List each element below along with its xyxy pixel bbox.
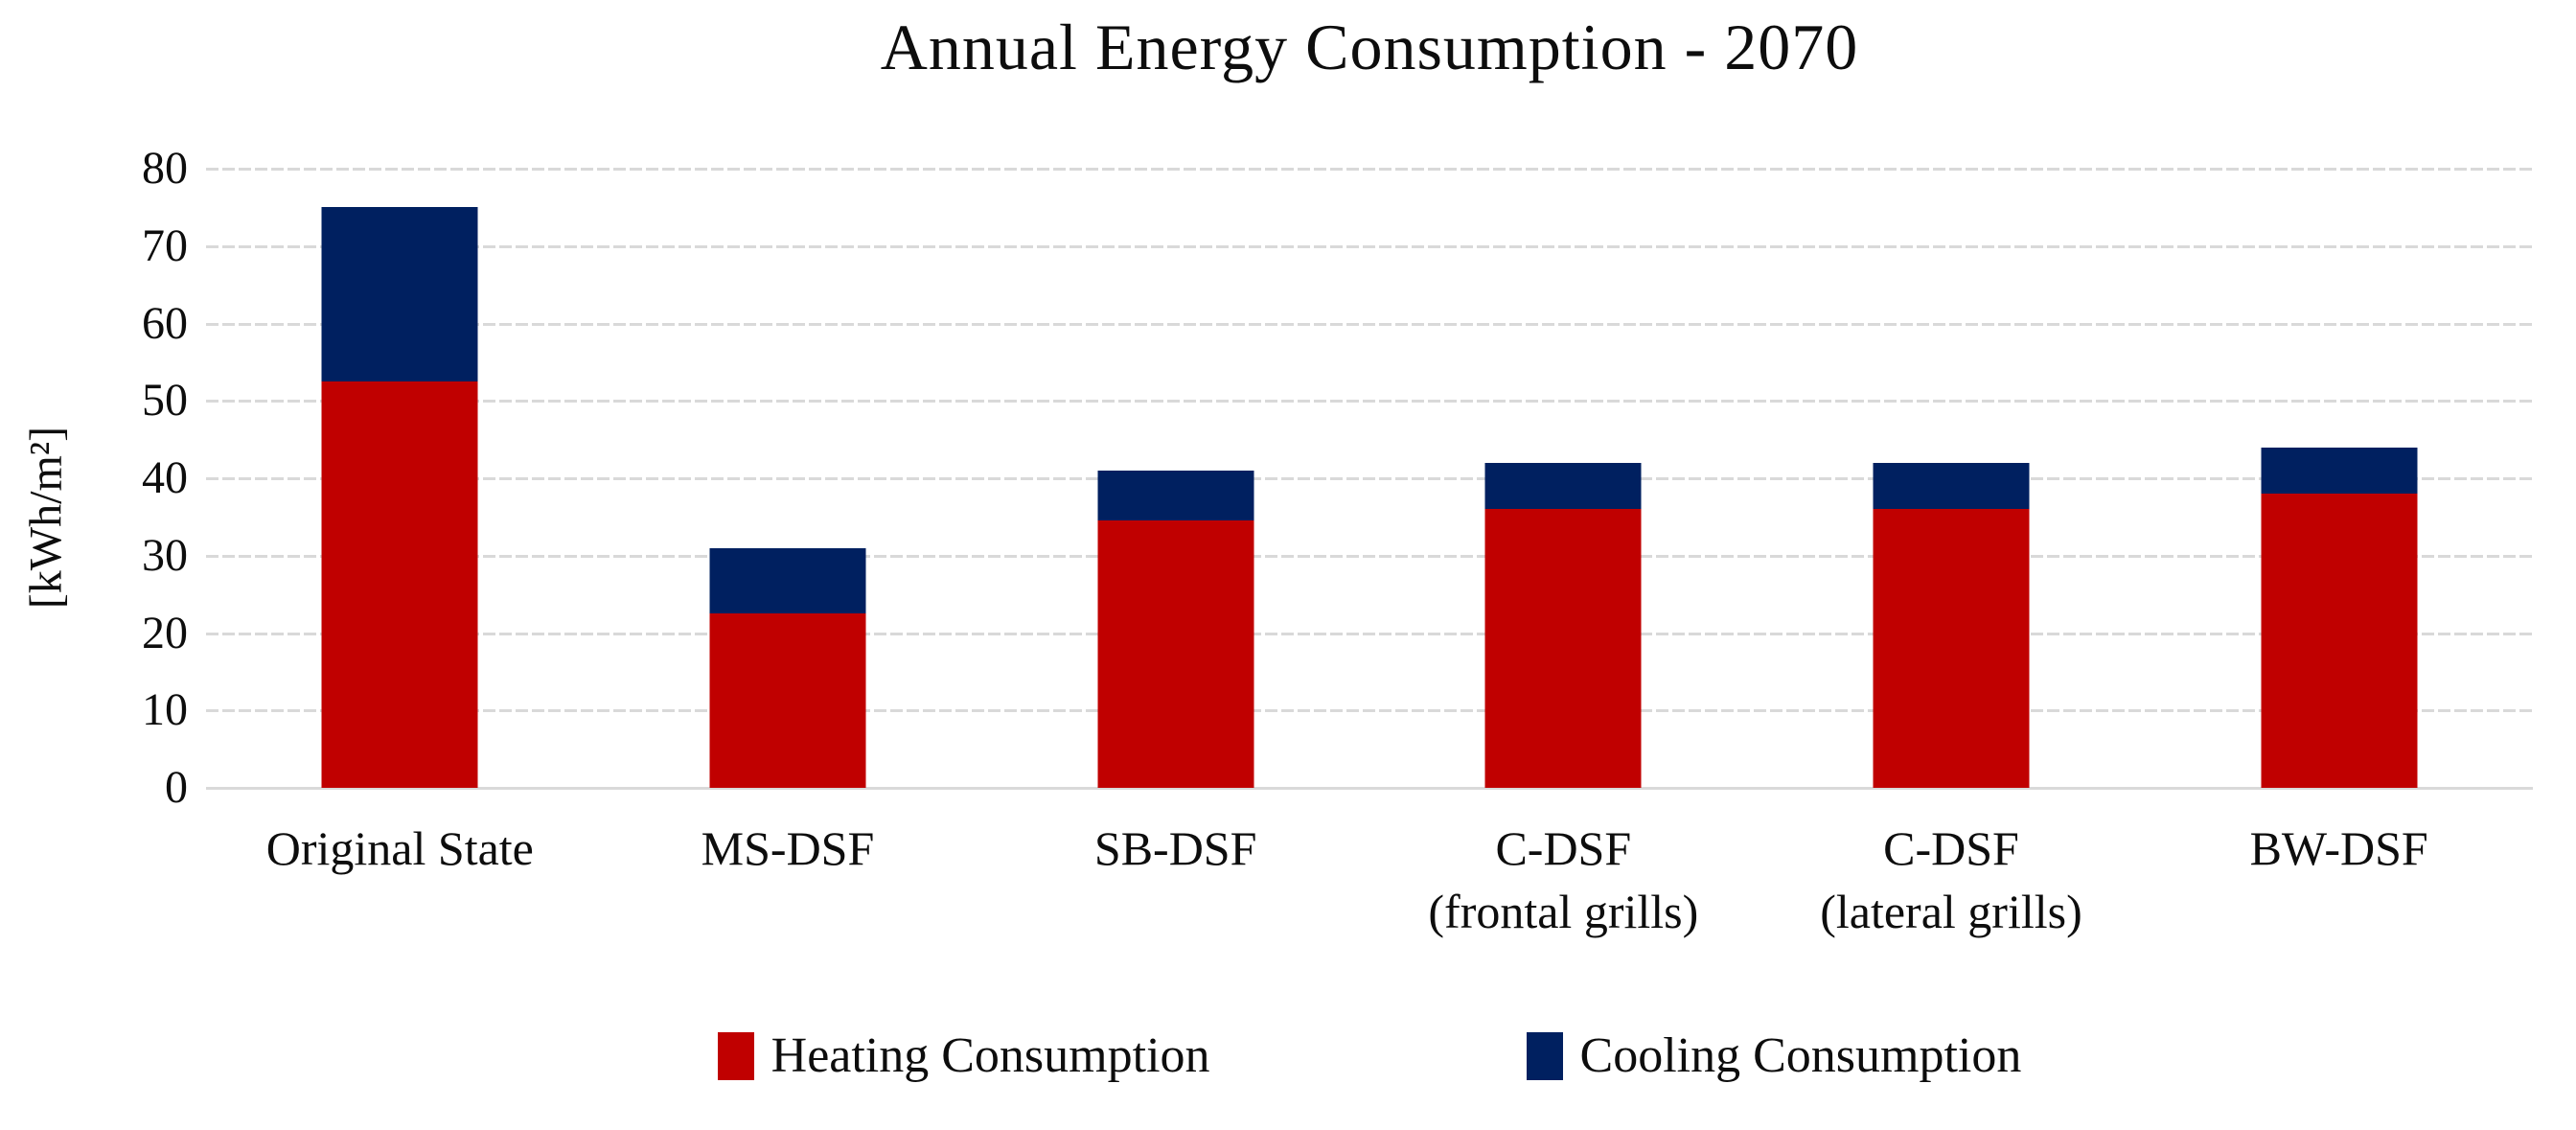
gridline-20 xyxy=(206,632,2533,635)
legend-swatch-icon xyxy=(1526,1031,1563,1080)
gridline-80 xyxy=(206,168,2533,171)
bar-slot-3 xyxy=(1369,169,1758,788)
bar-segment-cooling-consumption xyxy=(1484,462,1642,510)
legend-label: Heating Consumption xyxy=(770,1028,1210,1083)
bar-stack-1 xyxy=(709,547,866,788)
gridline-70 xyxy=(206,244,2533,248)
bar-segment-heating-consumption xyxy=(1484,509,1642,788)
bar-segment-heating-consumption xyxy=(709,613,866,788)
y-tick-label-30: 30 xyxy=(142,529,188,581)
bar-slot-0 xyxy=(206,169,594,788)
y-tick-label-80: 80 xyxy=(142,143,188,194)
gridline-10 xyxy=(206,709,2533,713)
x-category-label-line: C-DSF xyxy=(1495,821,1632,875)
x-category-label-line: C-DSF xyxy=(1883,821,2019,875)
gridline-30 xyxy=(206,554,2533,558)
bar-segment-heating-consumption xyxy=(2261,494,2418,788)
x-category-label-line: (lateral grills) xyxy=(1820,885,2082,938)
gridline-0 xyxy=(206,787,2533,790)
legend-item-cooling-consumption: Cooling Consumption xyxy=(1526,1027,2022,1084)
legend-label: Cooling Consumption xyxy=(1579,1028,2022,1083)
gridline-60 xyxy=(206,322,2533,326)
legend-swatch-icon xyxy=(717,1031,754,1080)
y-tick-label-50: 50 xyxy=(142,375,188,427)
chart-title: Annual Energy Consumption - 2070 xyxy=(880,11,1859,83)
y-tick-label-60: 60 xyxy=(142,297,188,349)
bar-stack-4 xyxy=(1873,462,2030,788)
bar-segment-heating-consumption xyxy=(1097,520,1254,788)
x-category-label-line: SB-DSF xyxy=(1093,821,1257,875)
legend: Heating Consumption Cooling Consumption xyxy=(206,1027,2533,1084)
y-tick-label-10: 10 xyxy=(142,684,188,736)
x-category-label-1: MS-DSF xyxy=(594,817,982,980)
bar-segment-heating-consumption xyxy=(1873,509,2030,788)
bar-stack-2 xyxy=(1097,470,1254,788)
y-tick-label-70: 70 xyxy=(142,219,188,271)
bar-slot-1 xyxy=(594,169,982,788)
y-tick-label-40: 40 xyxy=(142,452,188,503)
bar-stack-0 xyxy=(321,207,478,788)
y-tick-label-20: 20 xyxy=(142,607,188,658)
bar-segment-cooling-consumption xyxy=(709,547,866,614)
x-category-label-line: BW-DSF xyxy=(2249,821,2428,875)
bar-segment-cooling-consumption xyxy=(2261,447,2418,495)
bar-stack-3 xyxy=(1484,462,1642,788)
plot-area xyxy=(206,168,2533,790)
x-category-label-5: BW-DSF xyxy=(2145,817,2533,980)
x-category-label-4: C-DSF (lateral grills) xyxy=(1758,817,2146,980)
gridline-50 xyxy=(206,400,2533,404)
bar-segment-cooling-consumption xyxy=(321,207,478,382)
y-tick-label-0: 0 xyxy=(165,762,188,813)
x-axis: Original State MS-DSF SB-DSF C-DSF (frontal … xyxy=(206,817,2533,980)
bar-segment-cooling-consumption xyxy=(1097,470,1254,521)
gridline-40 xyxy=(206,477,2533,480)
x-category-label-line: Original State xyxy=(265,821,534,875)
bar-slot-5 xyxy=(2145,169,2533,788)
bar-segment-cooling-consumption xyxy=(1873,462,2030,510)
x-category-label-2: SB-DSF xyxy=(981,817,1369,980)
x-category-label-3: C-DSF (frontal grills) xyxy=(1369,817,1758,980)
x-category-label-0: Original State xyxy=(206,817,594,980)
x-category-label-line: MS-DSF xyxy=(701,821,875,875)
bar-segment-heating-consumption xyxy=(321,381,478,788)
bar-slot-4 xyxy=(1758,169,2146,788)
bar-stack-5 xyxy=(2261,447,2418,788)
x-category-label-line: (frontal grills) xyxy=(1428,885,1699,938)
bar-slot-2 xyxy=(981,169,1369,788)
legend-item-heating-consumption: Heating Consumption xyxy=(717,1027,1210,1084)
